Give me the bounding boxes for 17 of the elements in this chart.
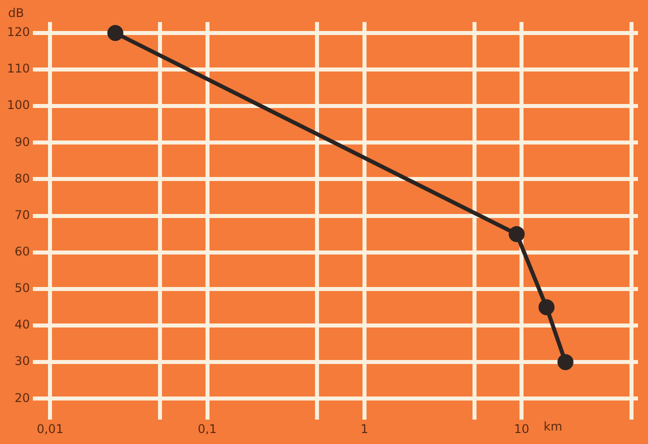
y-tick-label: 120 — [7, 25, 30, 40]
y-tick-label: 30 — [14, 354, 30, 368]
y-tick-label: 60 — [14, 244, 30, 258]
x-tick-label: 10 — [514, 422, 530, 436]
x-tick-label: 1 — [360, 422, 368, 436]
y-tick-label: 100 — [7, 98, 30, 112]
y-tick-label: 110 — [7, 62, 30, 76]
y-tick-label: 20 — [14, 390, 30, 405]
y-tick-label: 90 — [14, 134, 30, 149]
y-tick-label: 50 — [14, 281, 30, 296]
y-tick-label: 70 — [14, 208, 30, 222]
x-axis-title: km — [544, 420, 562, 434]
x-tick-label: 0,01 — [36, 422, 64, 436]
y-axis-title: dB — [8, 6, 24, 20]
x-tick-label: 0,1 — [198, 422, 217, 436]
y-tick-label: 80 — [14, 171, 30, 186]
y-tick-label: 40 — [14, 318, 30, 332]
